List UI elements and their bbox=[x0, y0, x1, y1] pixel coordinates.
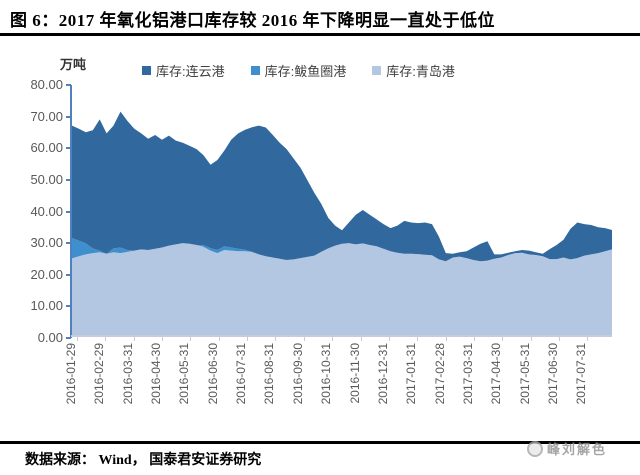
y-axis-tick bbox=[66, 211, 71, 213]
legend-swatch bbox=[372, 66, 382, 75]
x-axis-tick bbox=[531, 337, 532, 341]
bottom-rule bbox=[0, 441, 640, 444]
y-tick-label: 60.00 bbox=[30, 140, 63, 155]
x-axis-tick bbox=[105, 337, 106, 341]
x-axis-line bbox=[71, 335, 612, 337]
y-tick-label: 70.00 bbox=[30, 109, 63, 124]
watermark-text: 峰刘解色 bbox=[547, 442, 608, 457]
y-tick-label: 10.00 bbox=[30, 298, 63, 313]
y-tick-label: 0.00 bbox=[37, 330, 63, 345]
y-axis-tick bbox=[66, 242, 71, 244]
x-axis-tick bbox=[219, 337, 220, 341]
x-axis-tick bbox=[190, 337, 191, 341]
x-tick-label: 2017-04-30 bbox=[489, 343, 503, 405]
x-axis-tick bbox=[332, 337, 333, 341]
x-tick-label: 2016-05-31 bbox=[177, 343, 191, 405]
x-axis-tick bbox=[247, 337, 248, 341]
x-tick-label: 2016-10-31 bbox=[319, 343, 333, 405]
data-source-note: 数据来源： Wind， 国泰君安证券研究 bbox=[25, 453, 262, 468]
x-tick-label: 2016-06-30 bbox=[206, 343, 220, 405]
x-axis-tick bbox=[389, 337, 390, 341]
x-tick-label: 2017-06-30 bbox=[546, 343, 560, 405]
x-tick-label: 2016-01-29 bbox=[64, 343, 78, 405]
watermark-bee-icon bbox=[527, 440, 543, 457]
x-axis-tick bbox=[134, 337, 135, 341]
x-tick-label: 2016-07-31 bbox=[234, 343, 248, 405]
x-tick-label: 2016-09-30 bbox=[291, 343, 305, 405]
x-tick-label: 2016-11-30 bbox=[348, 343, 362, 404]
y-axis-tick bbox=[66, 274, 71, 276]
x-axis-tick bbox=[417, 337, 418, 341]
x-axis-tick bbox=[502, 337, 503, 341]
y-axis-tick bbox=[66, 84, 71, 86]
x-axis-tick bbox=[474, 337, 475, 341]
x-axis-tick bbox=[162, 337, 163, 341]
y-axis-tick bbox=[66, 179, 71, 181]
x-tick-label: 2016-04-30 bbox=[149, 343, 163, 405]
x-tick-label: 2016-08-31 bbox=[262, 343, 276, 405]
legend-label: 库存:连云港 bbox=[156, 64, 225, 79]
legend-swatch bbox=[142, 66, 151, 75]
watermark: 峰刘解色 bbox=[527, 439, 607, 458]
legend-label: 库存:鲅鱼圈港 bbox=[264, 64, 347, 79]
x-tick-label: 2017-05-31 bbox=[518, 343, 532, 405]
legend-swatch bbox=[250, 66, 260, 75]
y-tick-label: 40.00 bbox=[30, 204, 63, 219]
x-tick-label: 2017-02-28 bbox=[433, 343, 447, 405]
y-axis-tick bbox=[66, 147, 71, 149]
area-series-0 bbox=[72, 243, 612, 335]
legend-item-qingdao: 库存:青岛港 bbox=[372, 61, 455, 80]
chart-legend: 库存:连云港 库存:鲅鱼圈港 库存:青岛港 bbox=[142, 61, 455, 80]
x-axis-tick bbox=[559, 337, 560, 341]
legend-item-bayuquan: 库存:鲅鱼圈港 bbox=[250, 61, 347, 80]
x-tick-label: 2016-03-31 bbox=[121, 343, 135, 405]
y-tick-label: 80.00 bbox=[30, 77, 63, 92]
x-axis-tick bbox=[361, 337, 362, 341]
x-tick-label: 2016-02-29 bbox=[92, 343, 106, 405]
legend-label: 库存:青岛港 bbox=[386, 64, 455, 79]
x-axis-tick bbox=[587, 337, 588, 341]
x-axis-tick bbox=[77, 337, 78, 341]
x-axis-tick bbox=[304, 337, 305, 341]
figure-title: 图 6：2017 年氧化铝港口库存较 2016 年下降明显一直处于低位 bbox=[10, 11, 495, 30]
stacked-area-svg bbox=[72, 111, 612, 335]
y-axis-unit-label: 万吨 bbox=[60, 57, 87, 72]
y-axis-line bbox=[70, 85, 72, 338]
x-tick-label: 2017-03-31 bbox=[461, 343, 475, 405]
y-axis-tick bbox=[66, 337, 71, 339]
y-axis-tick bbox=[66, 305, 71, 307]
x-tick-label: 2017-01-31 bbox=[404, 343, 418, 405]
y-tick-label: 30.00 bbox=[30, 235, 63, 250]
area-series-2 bbox=[72, 111, 612, 262]
y-tick-label: 50.00 bbox=[30, 172, 63, 187]
x-axis-tick bbox=[275, 337, 276, 341]
x-axis-tick bbox=[446, 337, 447, 341]
y-axis-tick bbox=[66, 116, 71, 118]
x-tick-label: 2016-12-31 bbox=[376, 343, 390, 405]
y-tick-label: 20.00 bbox=[30, 267, 63, 282]
legend-item-lianyungang: 库存:连云港 bbox=[142, 61, 225, 80]
title-underline-rule bbox=[0, 33, 640, 36]
x-tick-label: 2017-07-31 bbox=[574, 343, 588, 405]
